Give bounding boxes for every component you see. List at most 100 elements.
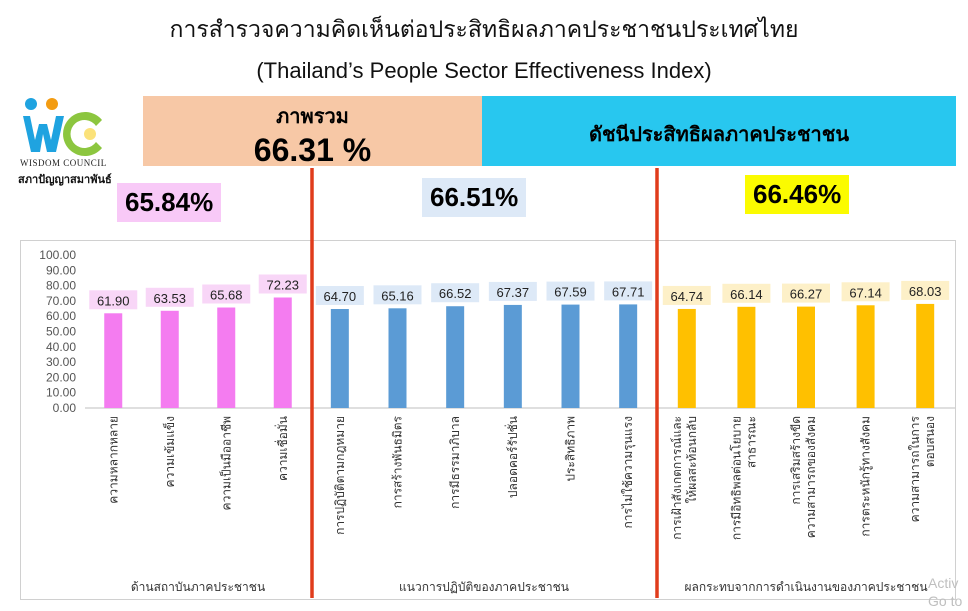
index-title-box: ดัชนีประสิทธิผลภาคประชาชน (482, 96, 956, 166)
activation-watermark: Activ Go to (928, 574, 962, 610)
logo-caption-english: WISDOM COUNCIL (20, 158, 107, 168)
data-label-bg (258, 274, 307, 294)
data-label: 63.53 (153, 291, 186, 306)
bar (856, 305, 875, 408)
data-label-bg (782, 283, 830, 303)
page-title-english: (Thailand’s People Sector Effectiveness … (256, 58, 712, 83)
data-label: 67.71 (612, 284, 645, 299)
y-tick-label: 80.00 (46, 279, 76, 293)
data-label: 66.27 (790, 287, 823, 302)
overall-value: 66.31 % (253, 132, 372, 168)
watermark-line-1: Activ (928, 575, 959, 591)
index-label: ดัชนีประสิทธิผลภาคประชาชน (588, 122, 849, 146)
bar (388, 308, 407, 408)
data-label: 64.70 (324, 289, 357, 304)
y-tick-label: 20.00 (46, 370, 76, 384)
bar (330, 309, 349, 408)
category-label: ประสิทธิภาพ (564, 416, 578, 482)
bar (677, 308, 696, 408)
data-label-bg (373, 285, 422, 305)
bar (503, 304, 522, 408)
data-label: 67.59 (554, 285, 587, 300)
y-tick-label: 90.00 (46, 263, 76, 277)
data-label: 66.14 (730, 287, 763, 302)
chart-frame (20, 240, 956, 600)
y-tick-label: 60.00 (46, 309, 76, 323)
group-label: แนวการปฏิบัติของภาคประชาชน (399, 580, 569, 594)
bar (217, 307, 236, 408)
data-label: 67.14 (849, 285, 882, 300)
data-label-bg (901, 280, 950, 300)
data-label-bg (202, 284, 251, 304)
category-label: การปฏิบัติตามกฎหมาย (333, 416, 347, 535)
category-label: ตอบสนอง (923, 416, 937, 467)
category-label: การตระหนักรู้ทางสังคม (859, 416, 874, 537)
data-label-bg (722, 283, 771, 303)
group-label: ด้านสถาบันภาคประชาชน (131, 580, 265, 594)
category-label: การสร้างพันธมิตร (391, 415, 405, 508)
overall-score-box: ภาพรวม 66.31 % (143, 96, 482, 168)
logo-dot-orange (46, 98, 58, 110)
bar (104, 313, 123, 408)
bar (160, 310, 179, 408)
category-label: ความหลากหลาย (106, 416, 120, 504)
group-score-badge-impact: 66.46% (745, 175, 850, 214)
y-tick-label: 10.00 (46, 386, 76, 400)
y-tick-label: 50.00 (46, 325, 76, 339)
category-label: สาธารณะ (744, 416, 758, 468)
category-label: ความสามารถในการ (908, 415, 922, 522)
category-label: ปลอดคอร์รัปชั่น (504, 416, 520, 498)
wisdom-council-logo (23, 98, 102, 156)
category-label: ความเชื่อมั่น (274, 416, 290, 481)
data-label-bg (546, 281, 595, 301)
data-label-bg (604, 281, 653, 301)
bar (446, 306, 465, 408)
data-label-bg (488, 281, 537, 301)
y-tick-label: 0.00 (53, 401, 77, 415)
logo-w-shape (23, 116, 64, 152)
category-label: การไม่ใช้ความรุนแรง (621, 416, 636, 529)
logo-caption-thai: สภาปัญญาสมาพันธ์ (18, 173, 112, 186)
y-tick-label: 70.00 (46, 294, 76, 308)
bar (561, 304, 580, 408)
bar (797, 306, 815, 408)
category-label: การเฝ้าสังเกตการณ์และ (670, 416, 684, 540)
category-label: ให้ผลสะท้อนกลับ (685, 416, 699, 503)
data-label: 68.03 (909, 284, 942, 299)
data-label-bg (841, 282, 890, 302)
data-label: 64.74 (671, 289, 704, 304)
data-label-bg (431, 283, 480, 303)
data-label: 72.23 (266, 277, 299, 292)
page-title-thai: การสำรวจความคิดเห็นต่อประสิทธิผลภาคประชา… (169, 17, 799, 43)
data-label: 65.16 (381, 288, 414, 303)
data-label: 65.68 (210, 288, 243, 303)
bar (619, 304, 638, 408)
group-score-badge-institution: 65.84% (117, 183, 222, 222)
data-label: 61.90 (97, 293, 130, 308)
data-label: 66.52 (439, 286, 472, 301)
lightbulb-icon (84, 128, 96, 140)
category-label: ความเป็นมืออาชีพ (218, 416, 233, 511)
bar (737, 306, 756, 408)
data-label-bg (662, 285, 711, 305)
category-label: การมีธรรมาภิบาล (448, 416, 462, 509)
data-label-bg (315, 286, 364, 306)
group-label: ผลกระทบจากการดำเนินงานของภาคประชาชน (684, 580, 927, 594)
logo-dot-blue (25, 98, 37, 110)
bar (916, 303, 935, 408)
data-label-bg (145, 287, 194, 307)
data-label: 67.37 (497, 285, 530, 300)
y-tick-label: 40.00 (46, 340, 76, 354)
logo-c-shape (63, 112, 102, 156)
y-tick-label: 100.00 (39, 248, 76, 262)
category-label: ความสามารถของสังคม (804, 416, 818, 538)
watermark-line-2: Go to (928, 593, 963, 609)
y-tick-label: 30.00 (46, 355, 76, 369)
overall-label: ภาพรวม (276, 104, 349, 128)
category-label: ความเข้มแข็ง (162, 416, 177, 487)
category-label: การมีอิทธิพลต่อนโยบาย (729, 416, 743, 540)
category-label: การเสริมสร้างขีด (789, 416, 803, 505)
group-score-badge-practice: 66.51% (422, 178, 527, 217)
data-label-bg (89, 290, 138, 310)
